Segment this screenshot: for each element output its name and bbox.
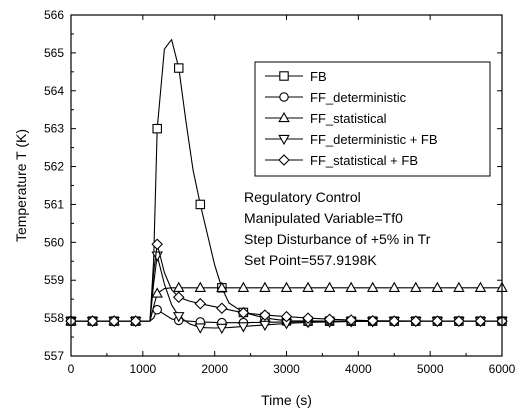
legend-box (254, 61, 491, 177)
x-tick-label: 1000 (129, 362, 156, 376)
series-point (259, 320, 271, 332)
y-tick-label: 563 (44, 122, 64, 136)
x-tick-label: 3000 (273, 362, 300, 376)
series-point (151, 238, 163, 251)
legend-marker (279, 71, 289, 81)
legend-marker (278, 154, 290, 166)
legend-entry: FF_statistical (265, 111, 387, 126)
series-point (216, 281, 228, 292)
series-point (86, 315, 99, 327)
series-point (237, 307, 250, 319)
annotation-line: Set Point=557.9198K (244, 252, 377, 268)
legend-label: FB (310, 69, 327, 84)
y-tick-label: 558 (44, 311, 64, 325)
series-point (431, 281, 444, 292)
series-5 (65, 238, 508, 327)
legend-entry: FB (265, 69, 327, 84)
series-point (174, 63, 184, 73)
series-point (259, 281, 271, 292)
y-tick-label: 559 (44, 273, 64, 287)
series-point (388, 315, 401, 327)
series-point (302, 281, 314, 292)
series-layer (65, 39, 508, 335)
series-point (194, 323, 207, 334)
series-point (280, 281, 293, 292)
legend-label: FF_deterministic (310, 90, 407, 105)
series-point (431, 315, 444, 327)
legend-marker (278, 111, 290, 123)
series-point (152, 123, 162, 134)
series-point (216, 302, 228, 315)
series-point (474, 315, 487, 327)
y-axis-label: Temperature T (K) (13, 129, 29, 242)
y-tick-label: 560 (44, 235, 64, 249)
legend: FB FF_deterministic FF_statistical FF_deter… (254, 61, 491, 177)
series-point (173, 281, 185, 292)
series-point (366, 314, 379, 327)
series-point (237, 322, 250, 333)
series-point (195, 199, 206, 210)
axes: 0 1000 2000 3000 4000 5000 6000 557 558 559 560 561… (13, 8, 516, 408)
x-tick-label: 5000 (417, 362, 444, 376)
x-tick-label: 0 (68, 362, 75, 376)
annotation-line: Step Disturbance of +5% in Tr (244, 231, 431, 247)
series-point (302, 312, 314, 324)
series-point (410, 281, 422, 292)
series-point (172, 291, 185, 304)
y-tick-label: 564 (44, 84, 64, 98)
legend-marker (278, 134, 290, 146)
legend-label: FF_deterministic + FB (310, 132, 438, 147)
series-point (237, 281, 250, 292)
series-point (410, 315, 422, 327)
series-point (259, 309, 271, 321)
annotation-block: Regulatory Control Manipulated Variable=T… (244, 189, 431, 268)
legend-entry: FF_statistical + FB (265, 153, 418, 168)
series-point (453, 315, 465, 327)
series-point (323, 313, 336, 326)
x-tick-label: 2000 (201, 362, 228, 376)
y-tick-label: 557 (44, 349, 64, 363)
y-tick-label: 561 (44, 197, 64, 211)
x-axis-label: Time (s) (261, 392, 312, 408)
legend-entry: FF_deterministic (265, 90, 407, 105)
series-point (108, 315, 120, 327)
x-tick-label: 4000 (345, 362, 372, 376)
series-point (173, 312, 185, 323)
annotation-line: Regulatory Control (244, 189, 361, 205)
y-tick-label: 565 (44, 46, 64, 60)
series-point (280, 310, 293, 323)
y-tick-label: 562 (44, 160, 64, 174)
series-point (216, 323, 228, 335)
legend-label: FF_statistical (310, 111, 387, 126)
series-point (151, 287, 163, 298)
series-point (453, 281, 465, 292)
series-point (323, 281, 336, 292)
series-point (194, 297, 207, 310)
series-point (474, 281, 487, 292)
series-point (345, 281, 357, 292)
x-tick-label: 6000 (489, 362, 516, 376)
series-point (388, 281, 400, 292)
y-tick-label: 566 (44, 8, 64, 22)
legend-entry: FF_deterministic + FB (265, 132, 438, 147)
series-point (194, 281, 207, 292)
series-point (152, 305, 162, 315)
annotation-line: Manipulated Variable=Tf0 (244, 210, 403, 226)
series-point (129, 315, 142, 327)
series-point (345, 314, 357, 326)
legend-marker (279, 92, 289, 102)
legend-label: FF_statistical + FB (310, 153, 418, 168)
series-point (366, 281, 379, 292)
